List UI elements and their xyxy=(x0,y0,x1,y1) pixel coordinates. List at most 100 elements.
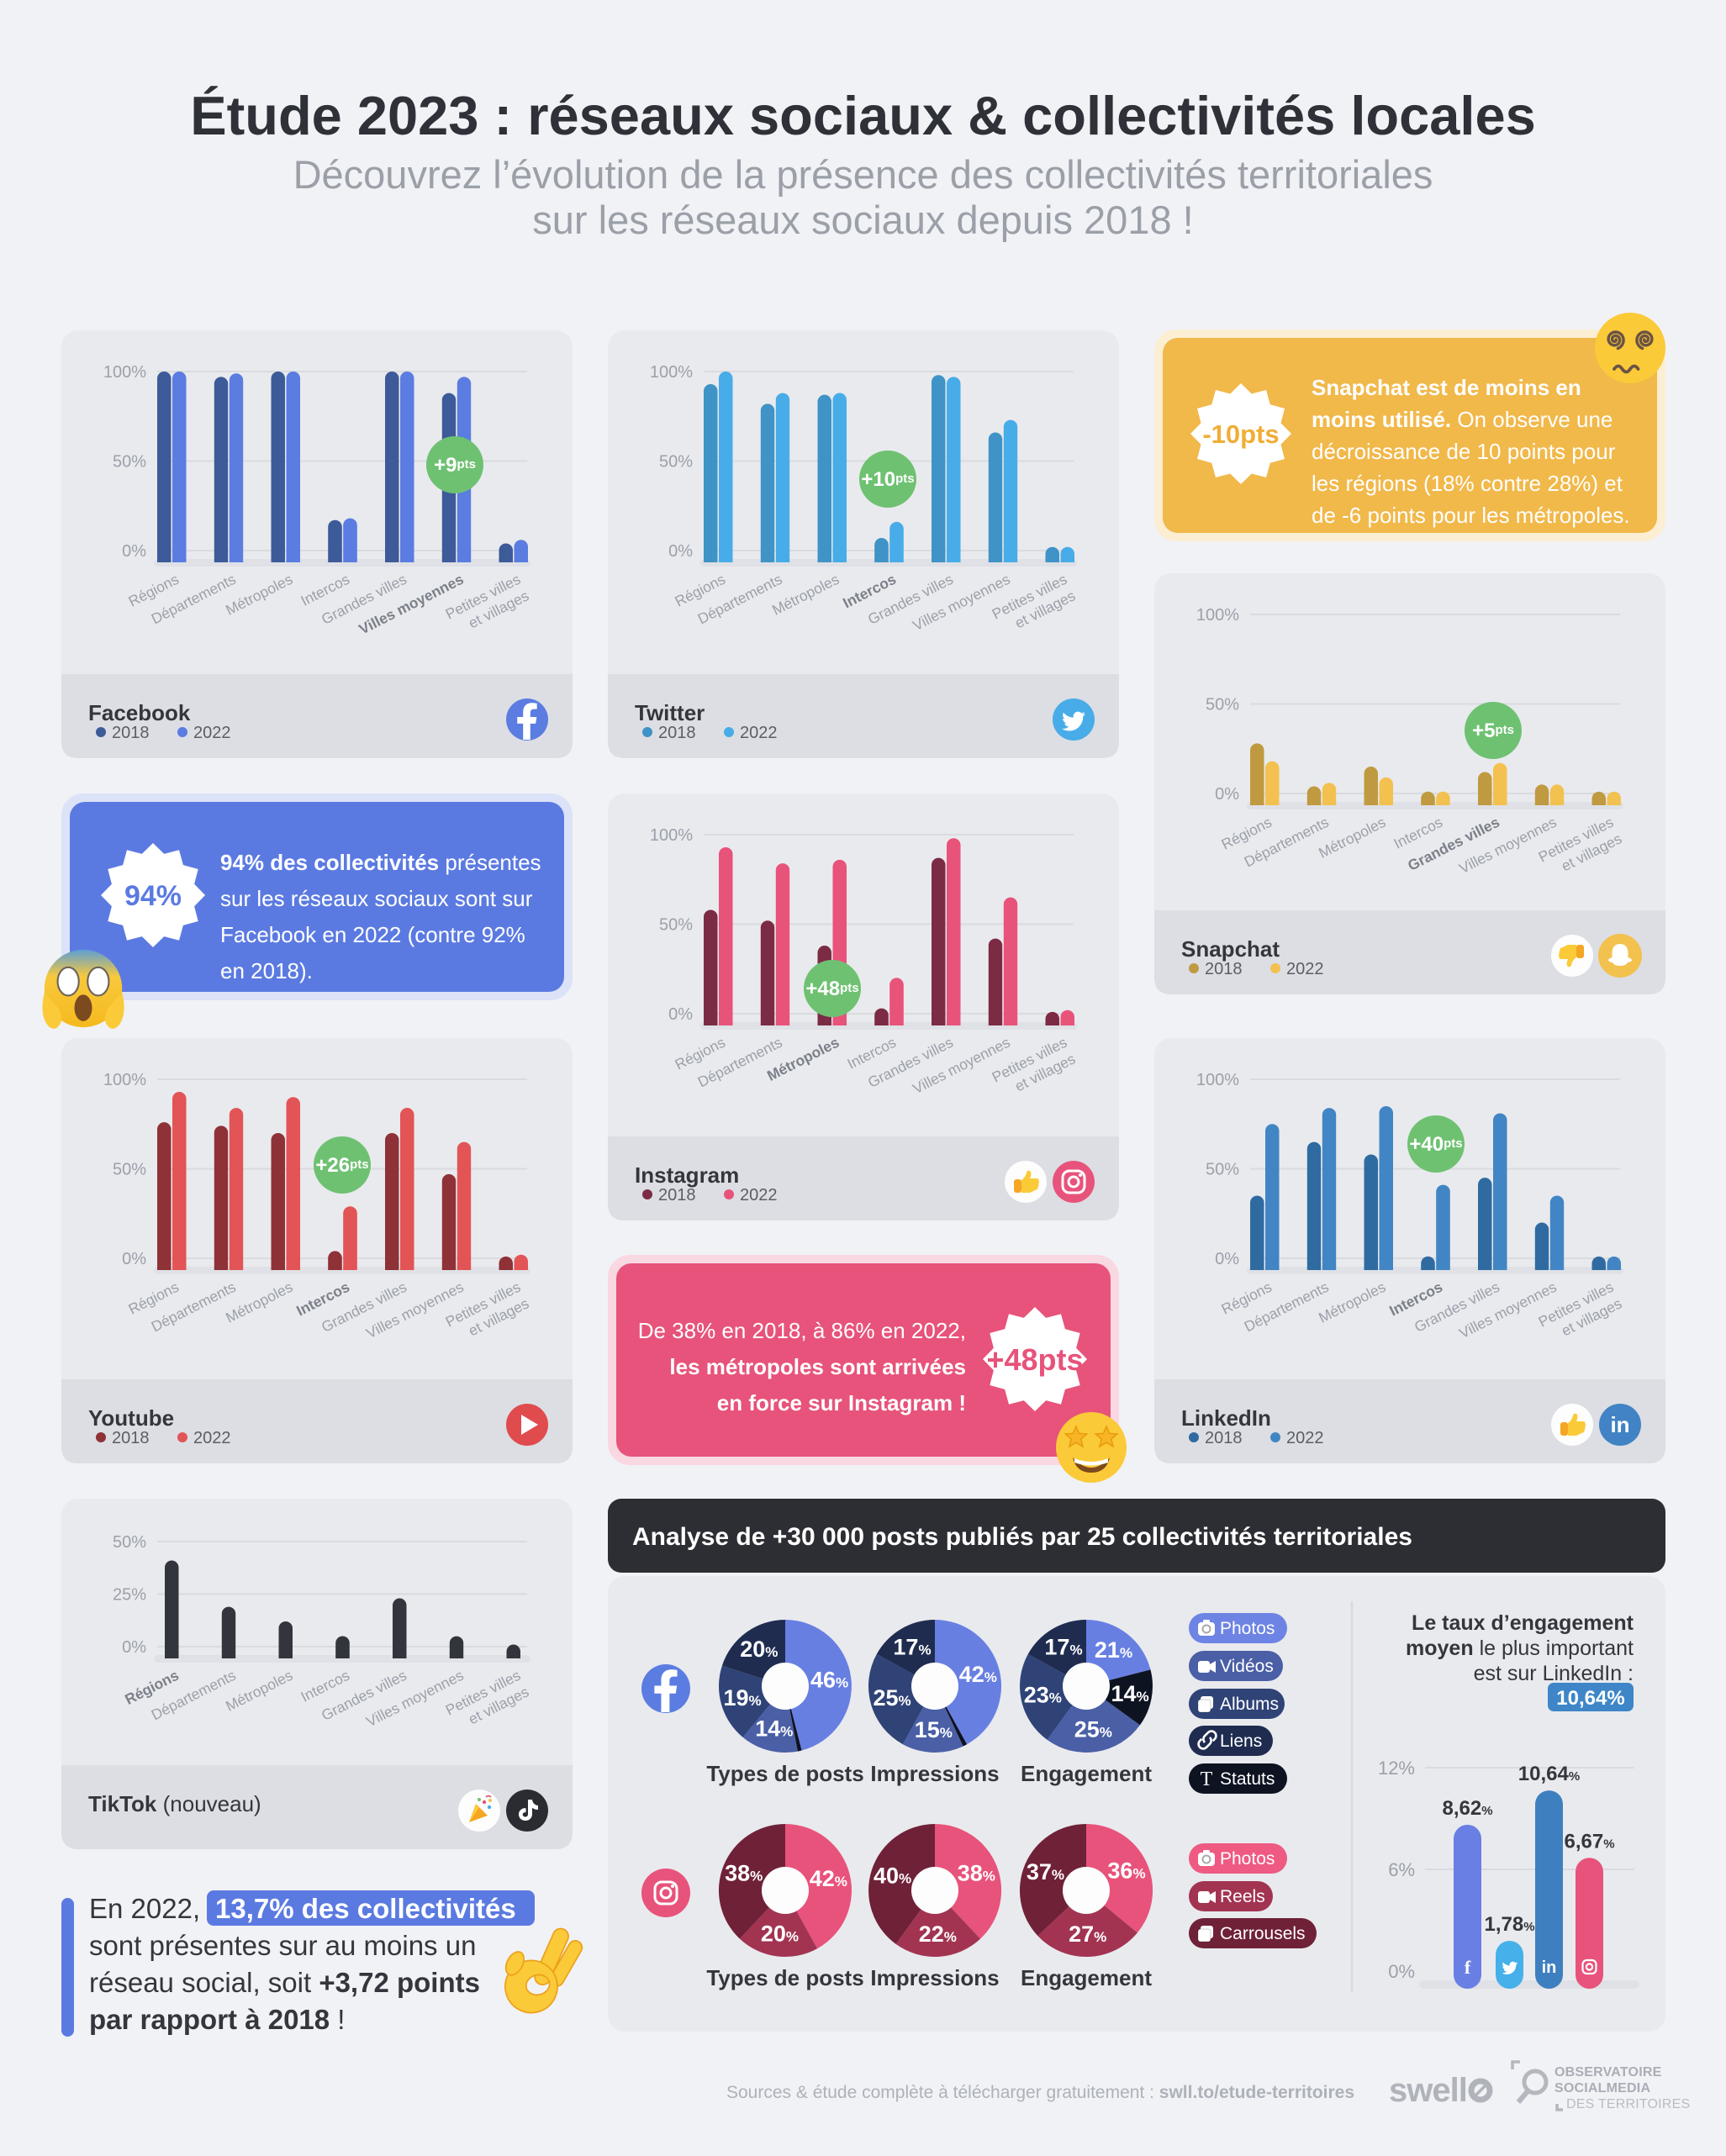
svg-text:de -6 points pour les métropol: de -6 points pour les métropoles. xyxy=(1312,503,1630,528)
svg-text:+5pts: +5pts xyxy=(1472,720,1514,742)
svg-text:sont présentes sur au moins un: sont présentes sur au moins un xyxy=(89,1930,476,1961)
svg-text:Vidéos: Vidéos xyxy=(1220,1657,1274,1676)
svg-text:14%: 14% xyxy=(1111,1681,1149,1706)
svg-text:Sources & étude complète à tél: Sources & étude complète à télécharger g… xyxy=(726,2083,1354,2102)
svg-text:25%: 25% xyxy=(1074,1716,1112,1742)
svg-text:Découvrez l’évolution de la pr: Découvrez l’évolution de la présence des… xyxy=(293,152,1433,197)
svg-text:-10pts: -10pts xyxy=(1202,419,1279,449)
svg-text:+26pts: +26pts xyxy=(315,1154,368,1177)
svg-text:0%: 0% xyxy=(1388,1961,1415,1982)
svg-text:100%: 100% xyxy=(1196,606,1239,625)
svg-text:50%: 50% xyxy=(113,1161,146,1179)
svg-text:94%: 94% xyxy=(124,880,182,912)
svg-text:2022: 2022 xyxy=(1286,1429,1324,1447)
svg-text:Photos: Photos xyxy=(1220,1619,1275,1638)
svg-text:19%: 19% xyxy=(724,1685,762,1711)
svg-text:100%: 100% xyxy=(1196,1071,1239,1089)
svg-text:50%: 50% xyxy=(113,1533,146,1552)
svg-text:Twitter: Twitter xyxy=(635,700,705,725)
svg-text:Facebook en 2022 (contre 92%: Facebook en 2022 (contre 92% xyxy=(220,922,525,947)
svg-text:en force sur Instagram !: en force sur Instagram ! xyxy=(717,1390,966,1415)
svg-text:0%: 0% xyxy=(668,1005,693,1024)
svg-text:38%: 38% xyxy=(725,1861,763,1886)
svg-text:0%: 0% xyxy=(122,1638,146,1657)
svg-text:Types de posts: Types de posts xyxy=(706,1965,863,1990)
svg-text:17%: 17% xyxy=(1044,1634,1082,1659)
svg-text:2022: 2022 xyxy=(193,1429,231,1447)
svg-text:Impressions: Impressions xyxy=(870,1761,999,1786)
svg-text:6%: 6% xyxy=(1388,1859,1415,1880)
svg-text:les métropoles sont arrivées: les métropoles sont arrivées xyxy=(669,1354,966,1379)
svg-text:Photos: Photos xyxy=(1220,1849,1275,1869)
svg-text:2018: 2018 xyxy=(1205,960,1243,978)
svg-text:50%: 50% xyxy=(1206,696,1239,714)
svg-text:100%: 100% xyxy=(103,1071,146,1089)
svg-text:En 2022,: En 2022, xyxy=(89,1893,200,1924)
svg-text:37%: 37% xyxy=(1027,1859,1064,1885)
svg-text:10,64%: 10,64% xyxy=(1556,1687,1624,1710)
svg-text:swell: swell xyxy=(1389,2072,1467,2109)
svg-text:Carrousels: Carrousels xyxy=(1220,1924,1306,1943)
svg-text:2018: 2018 xyxy=(658,1186,696,1205)
svg-text:13,7% des collectivités: 13,7% des collectivités xyxy=(215,1893,516,1924)
svg-text:1,78%: 1,78% xyxy=(1484,1913,1534,1936)
svg-text:moyen le plus important: moyen le plus important xyxy=(1406,1637,1634,1660)
svg-text:par rapport à 2018 !: par rapport à 2018 ! xyxy=(89,2004,345,2035)
svg-text:+10pts: +10pts xyxy=(861,468,914,491)
svg-text:décroissance de 10 points pour: décroissance de 10 points pour xyxy=(1312,439,1616,464)
svg-text:OBSERVATOIRE: OBSERVATOIRE xyxy=(1554,2065,1662,2080)
svg-text:25%: 25% xyxy=(874,1685,911,1711)
svg-text:Analyse de +30 000 posts publi: Analyse de +30 000 posts publiés par 25 … xyxy=(632,1523,1412,1551)
svg-text:10,64%: 10,64% xyxy=(1518,1763,1580,1785)
svg-text:2018: 2018 xyxy=(1205,1429,1243,1447)
svg-text:SOCIALMEDIA: SOCIALMEDIA xyxy=(1554,2081,1650,2095)
svg-text:est sur LinkedIn :: est sur LinkedIn : xyxy=(1474,1662,1634,1685)
svg-text:100%: 100% xyxy=(650,826,693,845)
svg-text:DES TERRITOIRES: DES TERRITOIRES xyxy=(1566,2097,1690,2111)
svg-text:12%: 12% xyxy=(1378,1758,1415,1779)
svg-text:TikTok (nouveau): TikTok (nouveau) xyxy=(88,1791,261,1816)
svg-text:moins utilisé. On observe une: moins utilisé. On observe une xyxy=(1312,407,1613,432)
svg-text:in: in xyxy=(1542,1958,1557,1977)
svg-text:20%: 20% xyxy=(740,1637,778,1662)
svg-text:25%: 25% xyxy=(113,1586,146,1605)
svg-text:Engagement: Engagement xyxy=(1021,1761,1152,1786)
svg-text:Youtube: Youtube xyxy=(88,1405,174,1431)
svg-text:27%: 27% xyxy=(1069,1921,1106,1947)
svg-text:0%: 0% xyxy=(122,1250,146,1268)
svg-text:+9pts: +9pts xyxy=(434,454,476,477)
svg-text:Le taux d’engagement: Le taux d’engagement xyxy=(1412,1611,1634,1635)
svg-text:Impressions: Impressions xyxy=(870,1965,999,1990)
svg-text:42%: 42% xyxy=(959,1662,997,1687)
svg-text:23%: 23% xyxy=(1024,1683,1062,1708)
svg-text:réseau social, soit +3,72 poin: réseau social, soit +3,72 points xyxy=(89,1967,480,1998)
svg-text:6,67%: 6,67% xyxy=(1564,1830,1614,1853)
svg-text:les régions (18% contre 28%) e: les régions (18% contre 28%) et xyxy=(1312,471,1623,496)
svg-text:94% des collectivités présente: 94% des collectivités présentes xyxy=(220,850,541,875)
svg-text:LinkedIn: LinkedIn xyxy=(1181,1405,1271,1431)
svg-text:46%: 46% xyxy=(810,1667,848,1692)
svg-text:0%: 0% xyxy=(122,542,146,561)
svg-text:50%: 50% xyxy=(659,453,693,472)
svg-text:Reels: Reels xyxy=(1220,1887,1265,1906)
svg-text:2018: 2018 xyxy=(112,724,150,742)
svg-text:2022: 2022 xyxy=(193,724,231,742)
svg-text:20%: 20% xyxy=(761,1921,799,1947)
svg-text:0%: 0% xyxy=(1215,1250,1239,1268)
svg-text:17%: 17% xyxy=(893,1634,931,1659)
svg-text:en 2018).: en 2018). xyxy=(220,958,313,983)
svg-text:Types de posts: Types de posts xyxy=(706,1761,863,1786)
svg-text:Snapchat: Snapchat xyxy=(1181,936,1280,962)
svg-text:in: in xyxy=(1610,1412,1629,1437)
svg-text:21%: 21% xyxy=(1095,1637,1132,1663)
svg-text:0%: 0% xyxy=(668,542,693,561)
svg-text:Instagram: Instagram xyxy=(635,1162,739,1188)
svg-text:Snapchat est de moins en: Snapchat est de moins en xyxy=(1312,375,1581,400)
svg-text:38%: 38% xyxy=(958,1861,995,1886)
svg-text:40%: 40% xyxy=(874,1863,911,1889)
svg-text:8,62%: 8,62% xyxy=(1442,1797,1492,1820)
svg-text:2022: 2022 xyxy=(740,1186,778,1205)
svg-text:+48pts: +48pts xyxy=(986,1342,1083,1377)
svg-text:f: f xyxy=(1465,1957,1471,1978)
svg-text:Liens: Liens xyxy=(1220,1732,1262,1751)
